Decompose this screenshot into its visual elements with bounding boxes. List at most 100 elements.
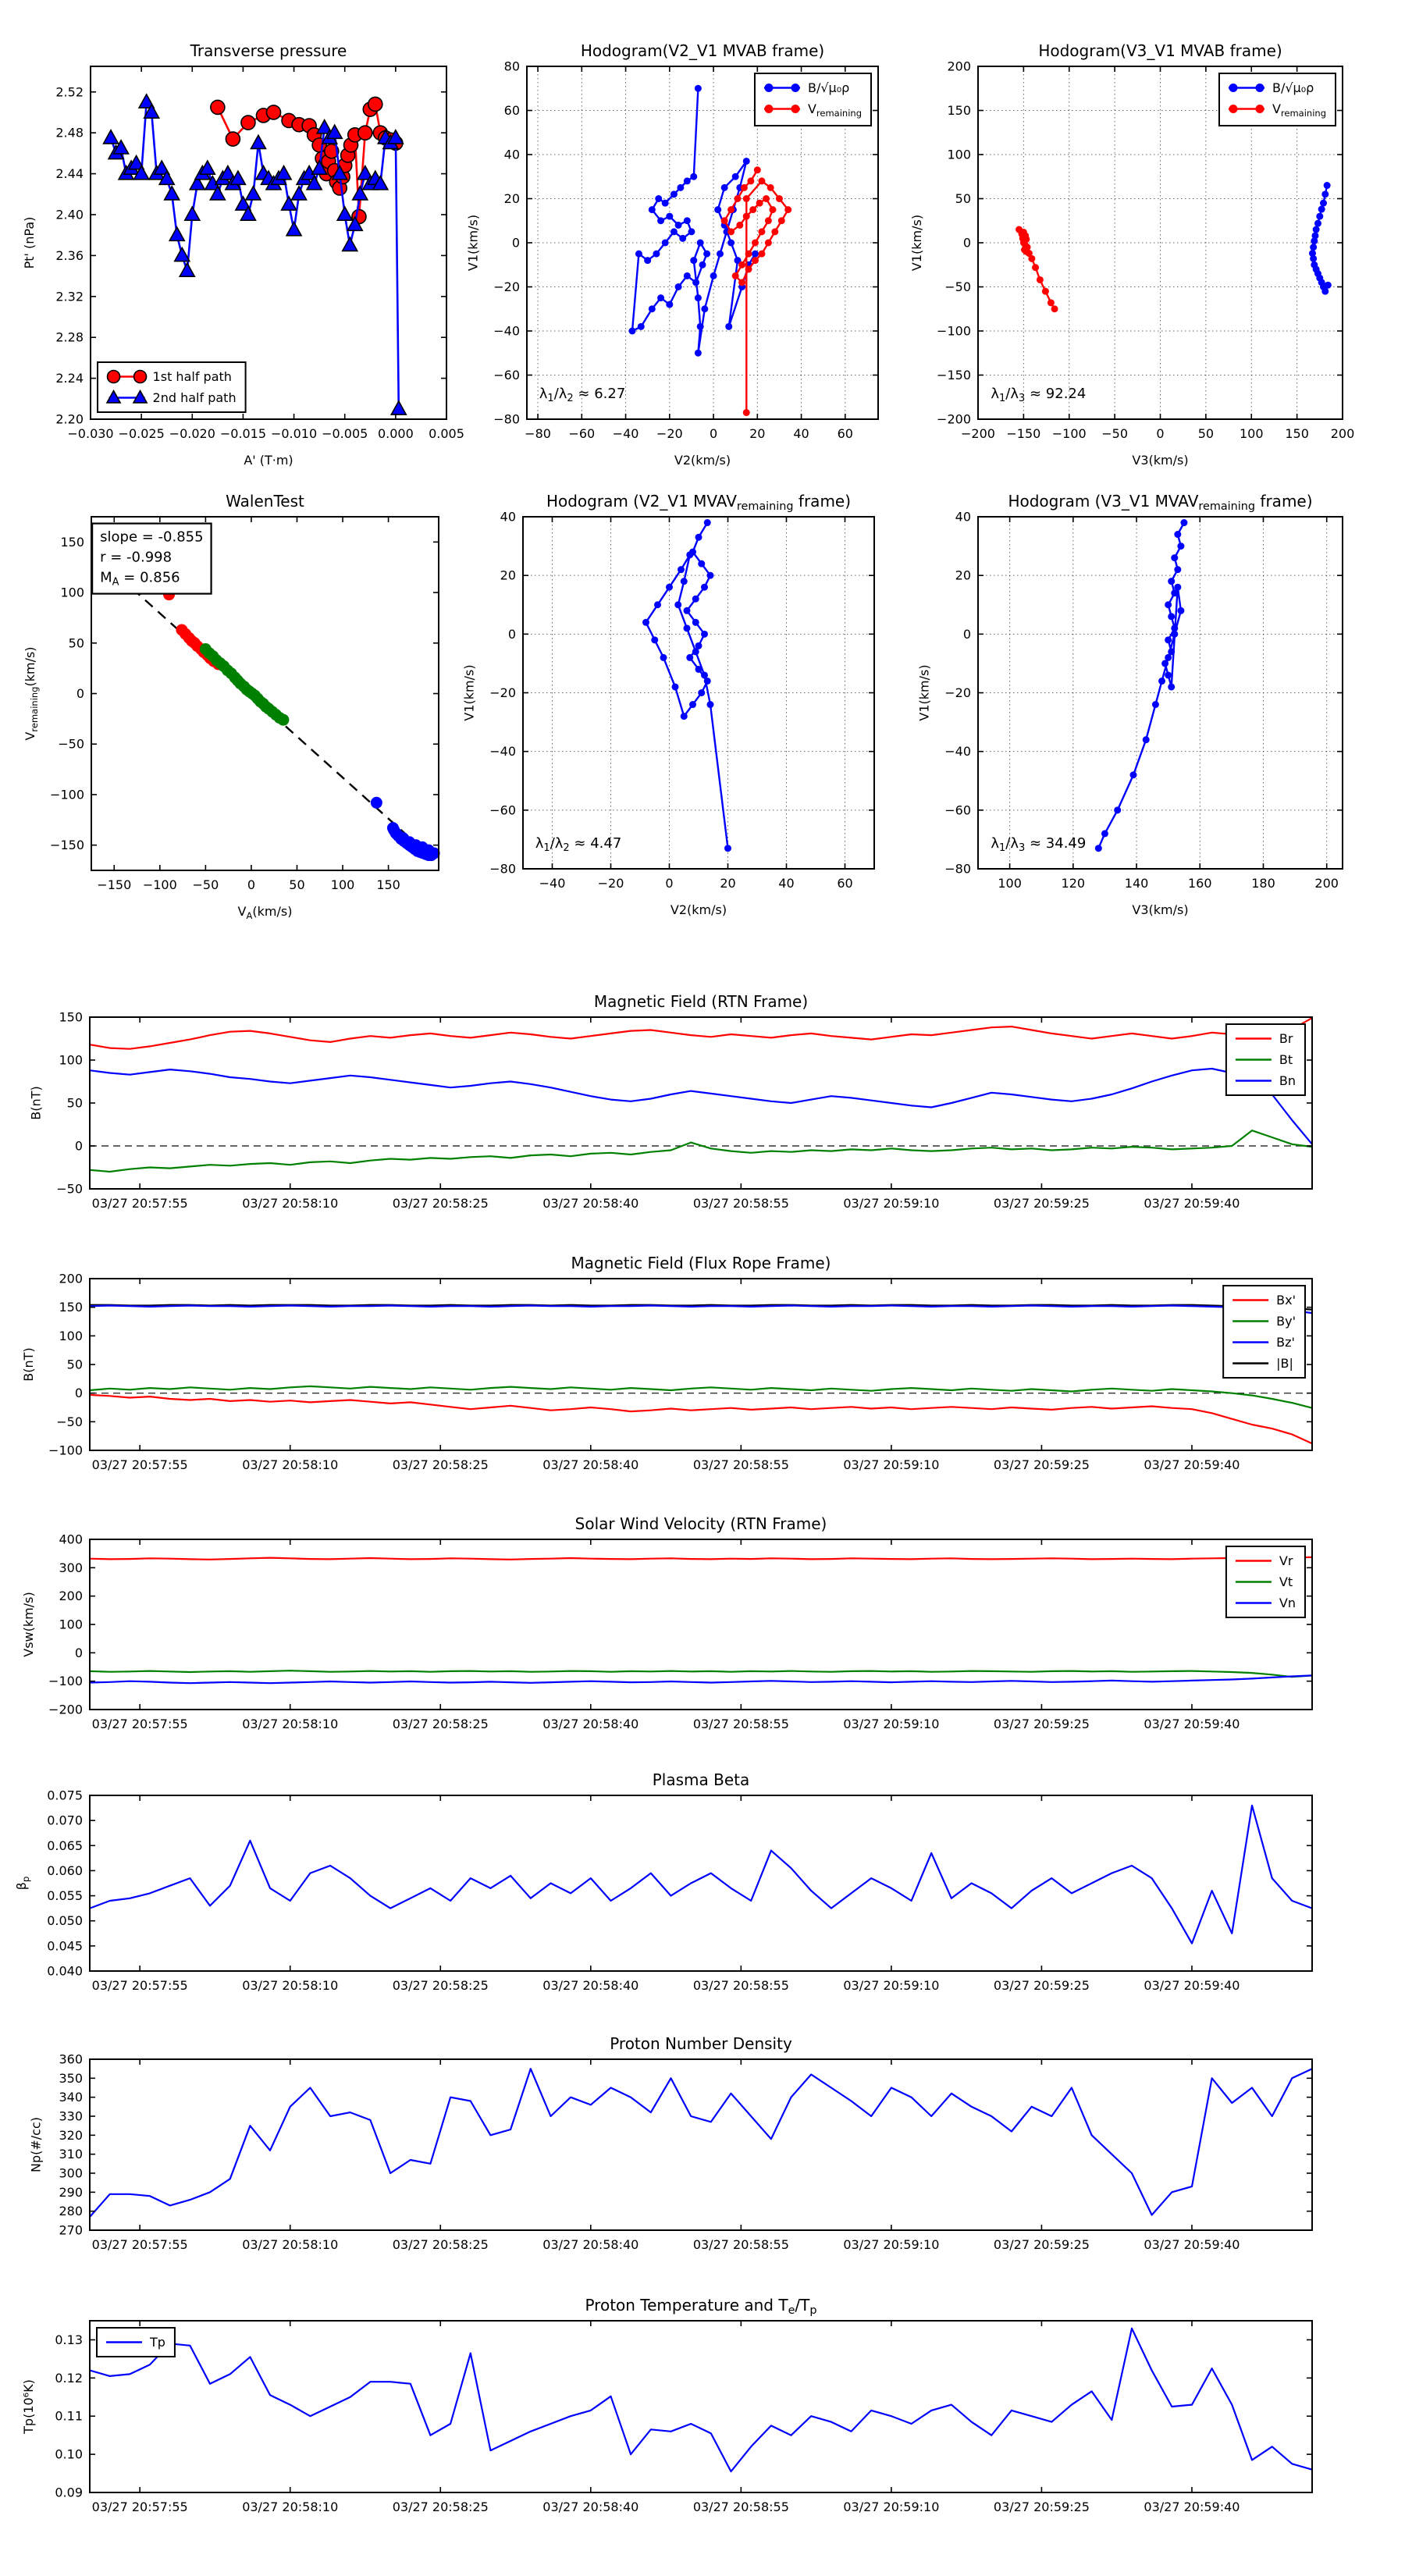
svg-text:300: 300 — [59, 1560, 83, 1575]
svg-text:03/27 20:58:40: 03/27 20:58:40 — [542, 2500, 638, 2514]
svg-text:2.48: 2.48 — [55, 126, 84, 141]
svg-text:−80: −80 — [525, 426, 551, 441]
svg-text:20: 20 — [955, 568, 971, 583]
svg-text:03/27 20:58:10: 03/27 20:58:10 — [242, 1978, 338, 1993]
svg-text:03/27 20:57:55: 03/27 20:57:55 — [92, 2237, 188, 2252]
svg-text:50: 50 — [67, 1096, 83, 1111]
svg-text:−50: −50 — [56, 1414, 83, 1429]
svg-text:βp: βp — [14, 1877, 31, 1891]
svg-text:340: 340 — [59, 2090, 83, 2105]
svg-text:λ1/λ2 ≈ 4.47: λ1/λ2 ≈ 4.47 — [535, 835, 622, 854]
svg-text:−0.025: −0.025 — [119, 426, 165, 441]
svg-text:200: 200 — [1314, 876, 1339, 891]
svg-text:40: 40 — [955, 510, 971, 525]
svg-text:200: 200 — [59, 1272, 83, 1286]
svg-text:B(nT): B(nT) — [28, 1086, 43, 1119]
svg-text:V2(km/s): V2(km/s) — [670, 902, 727, 917]
svg-text:−50: −50 — [1101, 426, 1128, 441]
svg-text:−150: −150 — [97, 877, 131, 892]
svg-text:03/27 20:58:55: 03/27 20:58:55 — [693, 1196, 789, 1211]
svg-text:0.13: 0.13 — [55, 2332, 83, 2347]
svg-text:320: 320 — [59, 2128, 83, 2143]
svg-text:0.055: 0.055 — [47, 1888, 83, 1903]
svg-text:0.09: 0.09 — [55, 2485, 83, 2500]
svg-text:140: 140 — [1125, 876, 1149, 891]
svg-text:50: 50 — [67, 1357, 83, 1372]
svg-text:−40: −40 — [493, 324, 520, 339]
svg-text:0.045: 0.045 — [47, 1938, 83, 1953]
svg-text:0.050: 0.050 — [47, 1913, 83, 1928]
svg-text:150: 150 — [1285, 426, 1309, 441]
svg-text:−100: −100 — [50, 787, 84, 802]
svg-text:03/27 20:59:10: 03/27 20:59:10 — [843, 1457, 939, 1472]
svg-text:Bn: Bn — [1279, 1073, 1296, 1088]
svg-text:−100: −100 — [937, 324, 971, 339]
svg-text:40: 40 — [778, 876, 794, 891]
svg-text:0.070: 0.070 — [47, 1813, 83, 1828]
svg-text:03/27 20:59:40: 03/27 20:59:40 — [1144, 2500, 1240, 2514]
svg-text:310: 310 — [59, 2147, 83, 2161]
svg-text:−40: −40 — [539, 876, 566, 891]
svg-text:−20: −20 — [489, 685, 516, 700]
svg-text:0: 0 — [1156, 426, 1164, 441]
svg-text:2.40: 2.40 — [55, 207, 84, 222]
svg-text:0.12: 0.12 — [55, 2371, 83, 2386]
svg-text:−0.020: −0.020 — [169, 426, 215, 441]
svg-text:Vn: Vn — [1279, 1596, 1296, 1610]
svg-text:0.11: 0.11 — [55, 2409, 83, 2424]
svg-text:60: 60 — [838, 426, 853, 441]
svg-text:1st half path: 1st half path — [153, 369, 232, 384]
svg-text:Solar Wind Velocity (RTN Frame: Solar Wind Velocity (RTN Frame) — [575, 1514, 827, 1533]
svg-text:−40: −40 — [613, 426, 639, 441]
svg-text:−100: −100 — [1052, 426, 1087, 441]
svg-text:0: 0 — [75, 1139, 83, 1154]
svg-text:−80: −80 — [944, 862, 971, 877]
svg-text:−20: −20 — [656, 426, 683, 441]
svg-text:Plasma Beta: Plasma Beta — [653, 1770, 750, 1789]
svg-text:0: 0 — [665, 876, 673, 891]
svg-text:−20: −20 — [598, 876, 624, 891]
svg-text:Hodogram (V3_V1 MVAVremaining: Hodogram (V3_V1 MVAVremaining frame) — [1008, 492, 1312, 513]
svg-text:03/27 20:59:40: 03/27 20:59:40 — [1144, 1978, 1240, 1993]
svg-text:360: 360 — [59, 2052, 83, 2067]
svg-text:0.10: 0.10 — [55, 2447, 83, 2462]
svg-text:03/27 20:59:10: 03/27 20:59:10 — [843, 2237, 939, 2252]
svg-text:−50: −50 — [192, 877, 219, 892]
svg-text:A' (T·m): A' (T·m) — [244, 453, 293, 468]
svg-text:0.000: 0.000 — [378, 426, 414, 441]
svg-text:03/27 20:58:40: 03/27 20:58:40 — [542, 1978, 638, 1993]
svg-text:20: 20 — [500, 568, 516, 583]
svg-text:−80: −80 — [489, 862, 516, 877]
svg-text:03/27 20:58:55: 03/27 20:58:55 — [693, 1457, 789, 1472]
svg-text:−60: −60 — [568, 426, 595, 441]
svg-text:−150: −150 — [937, 368, 971, 382]
svg-text:300: 300 — [59, 2166, 83, 2181]
svg-text:03/27 20:58:25: 03/27 20:58:25 — [393, 1717, 489, 1731]
svg-text:2.32: 2.32 — [55, 289, 84, 304]
svg-text:03/27 20:57:55: 03/27 20:57:55 — [92, 1457, 188, 1472]
svg-text:2.44: 2.44 — [55, 166, 84, 181]
svg-text:100: 100 — [59, 1617, 83, 1632]
svg-text:Hodogram (V2_V1 MVAVremaining: Hodogram (V2_V1 MVAVremaining frame) — [546, 492, 851, 513]
svg-text:−0.030: −0.030 — [67, 426, 113, 441]
svg-text:03/27 20:59:40: 03/27 20:59:40 — [1144, 1457, 1240, 1472]
svg-text:100: 100 — [59, 1329, 83, 1343]
svg-text:2.36: 2.36 — [55, 248, 84, 263]
svg-text:Magnetic Field (RTN Frame): Magnetic Field (RTN Frame) — [594, 992, 808, 1011]
svg-text:Hodogram(V2_V1 MVAB frame): Hodogram(V2_V1 MVAB frame) — [581, 41, 824, 60]
svg-text:|B|: |B| — [1276, 1356, 1293, 1371]
svg-text:03/27 20:59:25: 03/27 20:59:25 — [994, 1457, 1090, 1472]
svg-text:20: 20 — [749, 426, 765, 441]
svg-text:60: 60 — [837, 876, 852, 891]
svg-text:−150: −150 — [1006, 426, 1040, 441]
svg-text:03/27 20:57:55: 03/27 20:57:55 — [92, 1717, 188, 1731]
svg-text:0: 0 — [512, 236, 520, 251]
svg-text:−0.015: −0.015 — [220, 426, 266, 441]
